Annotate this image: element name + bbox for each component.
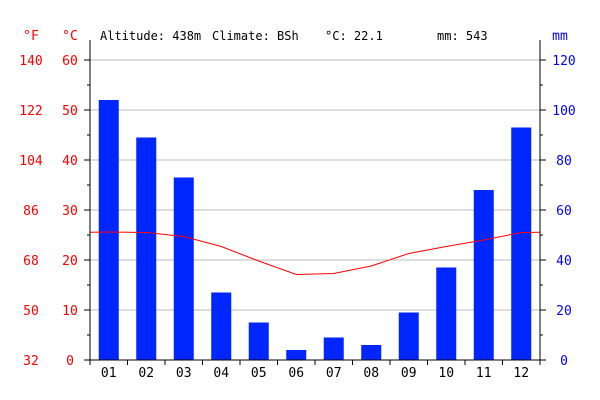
precipitation-bar-07 (323, 337, 344, 360)
precipitation-bar-08 (361, 345, 382, 360)
annual-temperature-label: °C: 22.1 (325, 29, 383, 43)
precipitation-bar-02 (136, 137, 157, 360)
precipitation-bar-04 (211, 292, 232, 360)
mm-unit-label: mm (552, 29, 568, 44)
precipitation-bar-03 (173, 177, 194, 360)
month-tick-label: 09 (401, 366, 417, 381)
fahrenheit-tick-label: 140 (19, 54, 42, 69)
celsius-tick-label: 0 (66, 354, 74, 369)
fahrenheit-tick-label: 122 (19, 104, 42, 119)
celsius-tick-label: 20 (62, 254, 78, 269)
month-tick-label: 12 (513, 366, 529, 381)
fahrenheit-tick-label: 86 (23, 204, 39, 219)
mm-tick-label: 60 (556, 204, 572, 219)
month-tick-label: 03 (176, 366, 192, 381)
precipitation-bar-09 (398, 312, 419, 360)
month-tick-label: 01 (101, 366, 117, 381)
month-tick-label: 05 (251, 366, 267, 381)
month-tick-label: 10 (438, 366, 454, 381)
month-tick-label: 06 (288, 366, 304, 381)
gridlines (90, 59, 540, 311)
precipitation-bar-01 (98, 100, 119, 360)
altitude-label: Altitude: 438m (100, 29, 201, 43)
fahrenheit-tick-label: 32 (23, 354, 39, 369)
precipitation-bars (98, 100, 532, 360)
fahrenheit-tick-label: 68 (23, 254, 39, 269)
mm-tick-label: 0 (560, 354, 568, 369)
fahrenheit-tick-label: 104 (19, 154, 43, 169)
precipitation-bar-11 (473, 190, 494, 360)
month-tick-label: 02 (138, 366, 154, 381)
month-tick-label: 04 (213, 366, 229, 381)
celsius-tick-label: 10 (62, 304, 78, 319)
month-tick-label: 07 (326, 366, 342, 381)
tick-labels: 3250688610412214001020304050600204060801… (19, 54, 575, 381)
precipitation-bar-05 (248, 322, 269, 360)
temperature-line (89, 231, 541, 276)
celsius-tick-label: 40 (62, 154, 78, 169)
precipitation-bar-06 (286, 350, 307, 360)
mm-tick-label: 20 (556, 304, 572, 319)
climate-label: Climate: BSh (212, 29, 299, 43)
month-tick-label: 11 (476, 366, 492, 381)
fahrenheit-unit-label: °F (23, 29, 39, 44)
celsius-unit-label: °C (62, 29, 78, 44)
mm-tick-label: 100 (552, 104, 575, 119)
fahrenheit-tick-label: 50 (23, 304, 39, 319)
mm-tick-label: 40 (556, 254, 572, 269)
month-tick-label: 08 (363, 366, 379, 381)
precipitation-bar-12 (511, 127, 532, 360)
mm-tick-label: 120 (552, 54, 575, 69)
celsius-tick-label: 60 (62, 54, 78, 69)
precipitation-bar-10 (436, 267, 457, 360)
mm-tick-label: 80 (556, 154, 572, 169)
axes (84, 40, 546, 365)
celsius-tick-label: 30 (62, 204, 78, 219)
annual-precipitation-label: mm: 543 (437, 29, 488, 43)
celsius-tick-label: 50 (62, 104, 78, 119)
